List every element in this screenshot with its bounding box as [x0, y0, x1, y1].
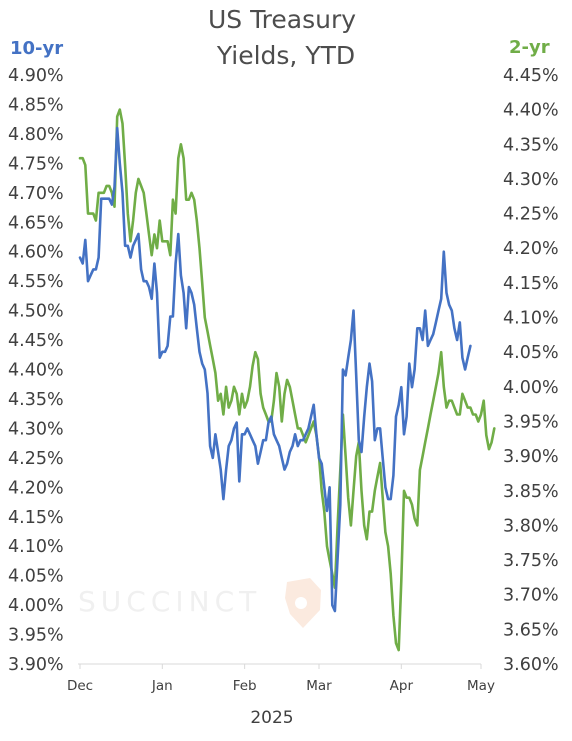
right-tick-label: 3.70%: [503, 586, 559, 606]
left-tick-label: 4.45%: [8, 331, 64, 351]
right-tick-label: 4.10%: [503, 309, 559, 329]
left-tick-label: 4.10%: [8, 537, 64, 557]
plot-area: [78, 108, 496, 652]
left-tick-label: 4.20%: [8, 478, 64, 498]
left-axis: 4.90% 4.85% 4.80% 4.75% 4.70% 4.65% 4.60% 4.55%…: [8, 66, 64, 675]
right-tick-label: 3.90%: [503, 447, 559, 467]
series-line-10-yr: [78, 126, 472, 613]
x-tick-label: Jan: [151, 678, 173, 694]
x-tick-label: May: [467, 678, 495, 694]
left-tick-label: 4.15%: [8, 508, 64, 528]
shield-icon: [285, 578, 321, 628]
left-tick-label: 4.60%: [8, 243, 64, 263]
left-tick-label: 4.05%: [8, 567, 64, 587]
right-tick-label: 4.25%: [503, 205, 559, 225]
left-tick-label: 4.85%: [8, 95, 64, 115]
chart-title-line-1: US Treasury: [208, 5, 356, 34]
right-tick-label: 3.85%: [503, 482, 559, 502]
x-tick-label: Apr: [390, 678, 414, 694]
right-tick-label: 3.75%: [503, 551, 559, 571]
right-tick-label: 4.05%: [503, 343, 559, 363]
x-axis-title: 2025: [250, 708, 293, 728]
x-tick-label: Mar: [306, 678, 332, 694]
x-tick-label: Feb: [233, 678, 257, 694]
series-line-2-yr: [78, 108, 496, 652]
watermark-text: SUCCINCT: [78, 585, 261, 618]
right-axis: 4.45% 4.40% 4.35% 4.30% 4.25% 4.20% 4.15% 4.10%…: [503, 66, 559, 675]
right-tick-label: 4.45%: [503, 66, 559, 86]
x-axis: Dec Jan Feb Mar Apr May: [67, 664, 495, 694]
right-axis-label: 2-yr: [509, 37, 550, 58]
left-tick-label: 4.35%: [8, 390, 64, 410]
chart-title-line-2: Yields, YTD: [216, 41, 355, 70]
left-tick-label: 4.65%: [8, 213, 64, 233]
left-tick-label: 4.90%: [8, 66, 64, 86]
left-tick-label: 4.70%: [8, 184, 64, 204]
right-tick-label: 4.00%: [503, 378, 559, 398]
x-tick-label: Dec: [67, 678, 93, 694]
right-tick-label: 3.65%: [503, 620, 559, 640]
left-tick-label: 4.00%: [8, 596, 64, 616]
left-axis-label: 10-yr: [10, 38, 63, 59]
right-tick-label: 3.80%: [503, 516, 559, 536]
left-tick-label: 4.30%: [8, 419, 64, 439]
left-tick-label: 4.55%: [8, 272, 64, 292]
right-tick-label: 4.35%: [503, 135, 559, 155]
right-tick-label: 3.95%: [503, 412, 559, 432]
right-tick-label: 4.20%: [503, 239, 559, 259]
left-tick-label: 4.80%: [8, 125, 64, 145]
left-tick-label: 4.75%: [8, 154, 64, 174]
left-tick-label: 4.25%: [8, 449, 64, 469]
left-tick-label: 4.40%: [8, 361, 64, 381]
left-tick-label: 4.50%: [8, 302, 64, 322]
right-tick-label: 4.40%: [503, 101, 559, 121]
right-tick-label: 3.60%: [503, 655, 559, 675]
watermark: SUCCINCT: [78, 578, 321, 628]
left-tick-label: 3.95%: [8, 626, 64, 646]
left-tick-label: 3.90%: [8, 655, 64, 675]
right-tick-label: 4.15%: [503, 274, 559, 294]
right-tick-label: 4.30%: [503, 170, 559, 190]
